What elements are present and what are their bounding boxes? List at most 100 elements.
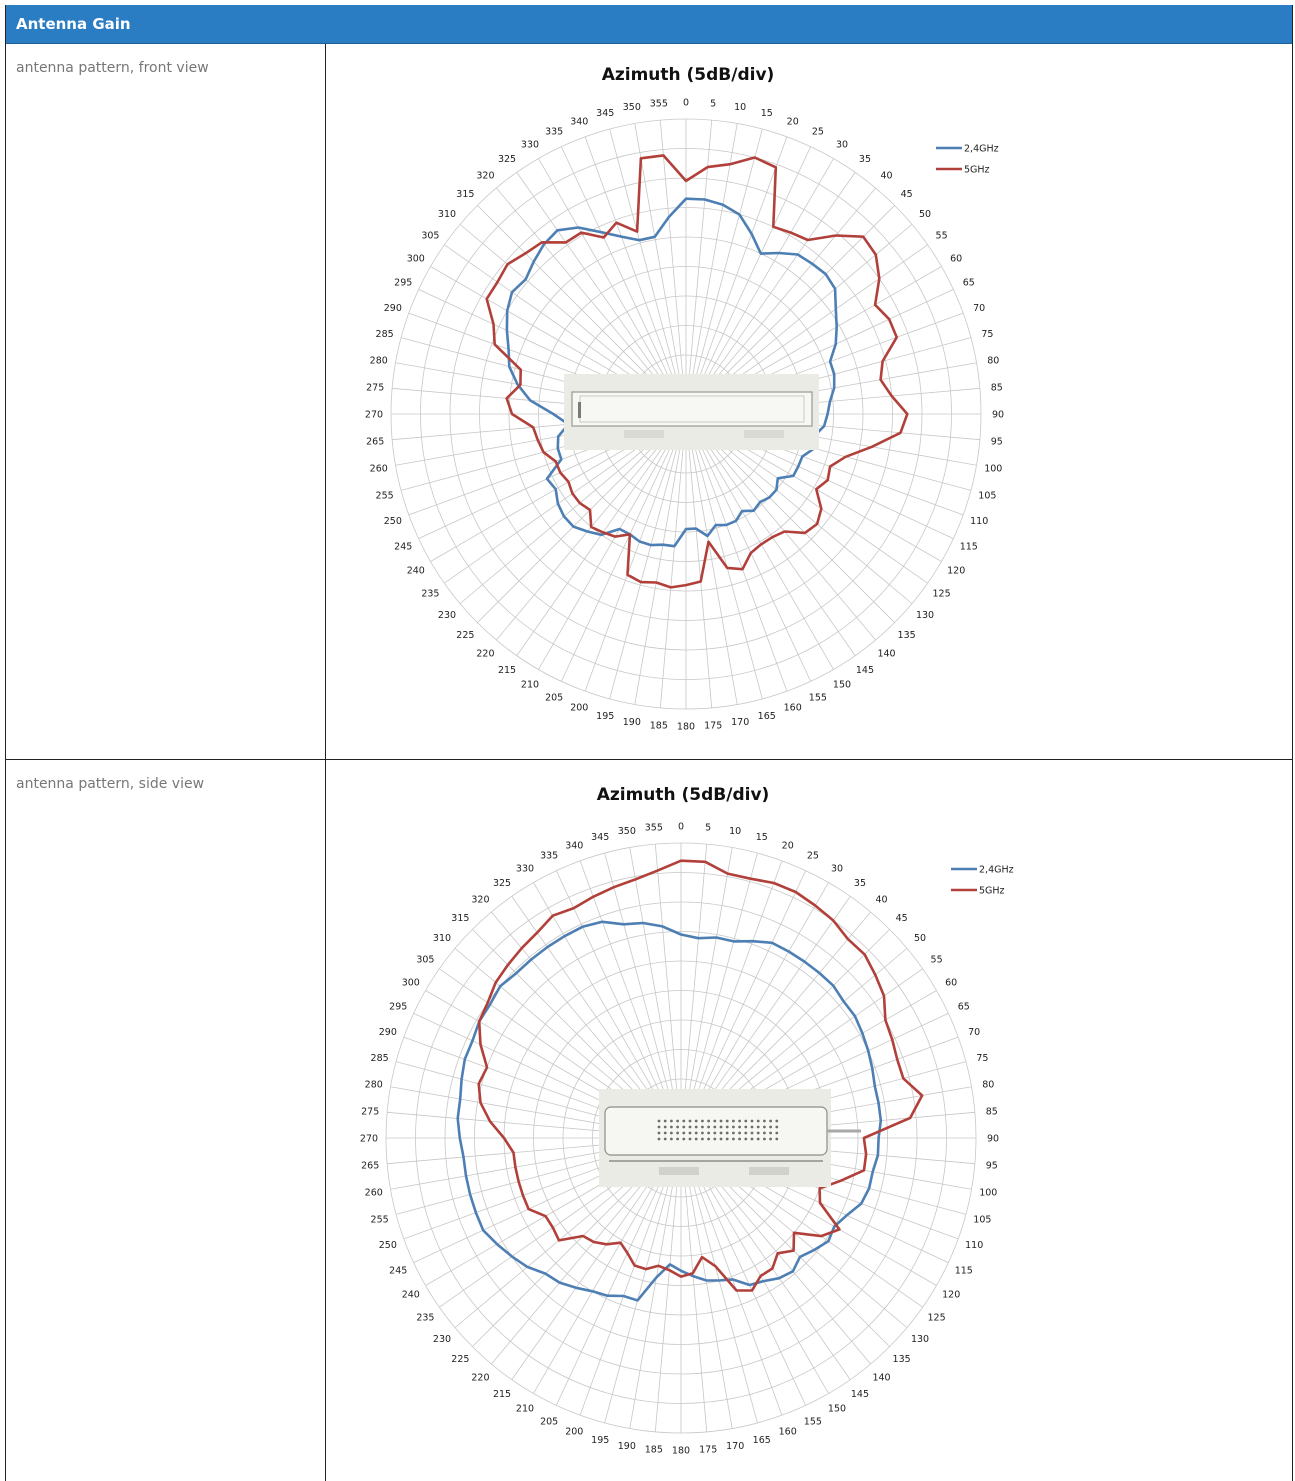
angle-tick-label: 225 [451, 1354, 469, 1365]
angle-tick-label: 190 [623, 717, 641, 728]
series-line-5ghz [485, 154, 909, 589]
device-edge [578, 402, 581, 418]
legend-label: 5GHz [964, 165, 990, 176]
angle-tick-label: 85 [991, 382, 1003, 393]
grid-spoke [584, 136, 687, 415]
vent-hole [719, 1125, 723, 1129]
device-front-panel [571, 391, 813, 427]
angle-tick-label: 105 [973, 1214, 991, 1225]
side-view-polar-chart: 0 5 10 15 20 25 30 35 40 45 50 55 60 65 70 75 80 85 90 95 10… [360, 785, 1014, 1457]
vent-hole [763, 1131, 766, 1135]
angle-tick-label: 10 [729, 826, 741, 837]
device-photo [564, 374, 819, 450]
angle-tick-label: 320 [471, 894, 489, 905]
grid-spoke [685, 413, 788, 692]
angle-tick-label: 205 [540, 1416, 558, 1427]
table-header: Antenna Gain [6, 5, 1292, 44]
vent-hole [682, 1119, 686, 1123]
angle-tick-label: 155 [804, 1416, 822, 1427]
angle-tick-label: 140 [877, 649, 895, 660]
vent-hole [688, 1125, 692, 1129]
legend-label: 2,4GHz [979, 865, 1014, 876]
angle-tick-label: 50 [914, 933, 926, 944]
angle-tick-label: 35 [859, 154, 871, 165]
angle-tick-label: 55 [931, 955, 943, 966]
vent-hole [670, 1119, 673, 1123]
grid-spoke [685, 123, 738, 415]
angle-tick-label: 230 [438, 610, 456, 621]
front-view-polar-chart: 0 5 10 15 20 25 30 35 40 45 50 55 60 65 70 75 80 85 90 95 10… [365, 65, 1004, 733]
angle-tick-label: 90 [987, 1134, 999, 1145]
angle-tick-label: 55 [936, 231, 948, 242]
angle-tick-label: 90 [992, 410, 1004, 421]
angle-tick-label: 185 [650, 720, 668, 731]
vent-hole [769, 1125, 772, 1129]
row-label-side-view: antenna pattern, side view [16, 776, 205, 792]
vent-hole [713, 1137, 717, 1141]
angle-tick-label: 345 [596, 108, 614, 119]
column-divider [325, 760, 326, 1481]
angle-tick-label: 5 [710, 99, 716, 110]
angle-tick-label: 240 [407, 566, 425, 577]
vent-hole [769, 1119, 772, 1123]
vent-hole [775, 1137, 779, 1141]
angle-tick-label: 195 [591, 1435, 609, 1446]
vent-hole [763, 1137, 766, 1141]
angle-tick-label: 95 [991, 437, 1003, 448]
angle-tick-label: 340 [570, 116, 588, 127]
vent-hole [738, 1125, 741, 1129]
angle-tick-label: 305 [421, 231, 439, 242]
angle-tick-label: 315 [456, 189, 474, 200]
vent-hole [701, 1137, 704, 1141]
row-label-front-view: antenna pattern, front view [16, 60, 209, 76]
angle-tick-label: 285 [376, 329, 394, 340]
vent-hole [769, 1137, 772, 1141]
angle-tick-label: 70 [968, 1027, 980, 1038]
antenna-gain-table: Antenna Gain antenna pattern, front view… [5, 5, 1293, 1481]
angle-tick-label: 135 [898, 630, 916, 641]
angle-tick-label: 255 [376, 490, 394, 501]
angle-tick-label: 165 [758, 711, 776, 722]
vent-hole [725, 1119, 729, 1123]
angle-tick-label: 325 [498, 154, 516, 165]
vent-hole [670, 1137, 673, 1141]
angle-tick-label: 270 [365, 410, 383, 421]
vent-hole [663, 1125, 667, 1129]
legend-label: 2,4GHz [964, 144, 999, 155]
angle-tick-label: 20 [782, 840, 794, 851]
angle-tick-label: 210 [521, 680, 539, 691]
vent-hole [670, 1125, 673, 1129]
angle-tick-label: 150 [828, 1404, 846, 1415]
vent-hole [756, 1125, 760, 1129]
angle-tick-label: 40 [876, 894, 888, 905]
angle-tick-label: 100 [984, 464, 1002, 475]
grid-spoke [634, 413, 687, 705]
vent-hole [744, 1137, 748, 1141]
vent-hole [738, 1131, 741, 1135]
grid-spoke [685, 136, 788, 415]
angle-tick-label: 175 [704, 720, 722, 731]
angle-tick-label: 10 [734, 102, 746, 113]
grid-spoke [584, 413, 687, 692]
angle-tick-label: 200 [570, 703, 588, 714]
angle-tick-label: 45 [896, 913, 908, 924]
chart-title: Azimuth (5dB/div) [602, 65, 775, 85]
vent-hole [719, 1137, 723, 1141]
chart-title: Azimuth (5dB/div) [597, 785, 770, 805]
angle-tick-label: 50 [919, 209, 931, 220]
vent-hole [750, 1137, 754, 1141]
vent-hole [701, 1125, 704, 1129]
series-line-5ghz [477, 859, 924, 1292]
angle-tick-label: 245 [394, 541, 412, 552]
vent-hole [701, 1119, 704, 1123]
grid-spoke [685, 128, 763, 415]
angle-tick-label: 115 [960, 541, 978, 552]
angle-tick-label: 120 [942, 1290, 960, 1301]
angle-tick-label: 180 [677, 722, 695, 733]
grid-spoke [685, 146, 812, 415]
angle-tick-label: 160 [779, 1427, 797, 1438]
angle-tick-label: 335 [540, 851, 558, 862]
angle-tick-label: 240 [402, 1290, 420, 1301]
grid-spoke [685, 413, 856, 656]
angle-tick-label: 180 [672, 1446, 690, 1457]
